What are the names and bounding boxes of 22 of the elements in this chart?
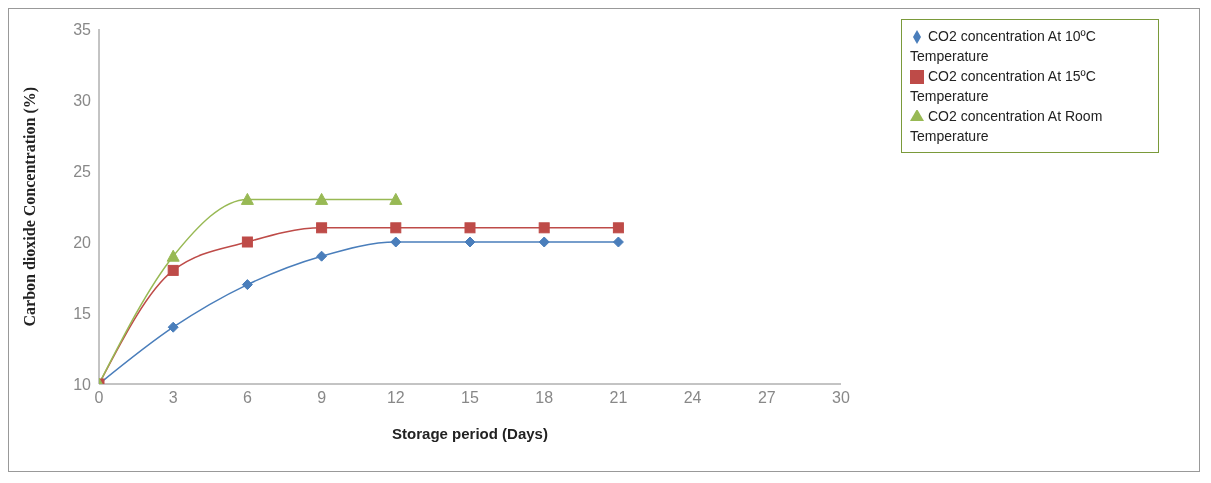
x-tick-label: 9 (317, 389, 327, 407)
y-axis-title: Carbon dioxide Concentration (%) (20, 86, 39, 327)
y-tick-label: 35 (73, 20, 92, 38)
legend-label: CO2 concentration At 10ºC Temperature (910, 28, 1096, 64)
x-tick-label: 18 (535, 389, 554, 407)
x-tick-label: 3 (168, 389, 178, 407)
y-tick-label: 10 (73, 375, 92, 393)
x-axis-title: Storage period (Days) (392, 425, 548, 442)
y-tick-label: 25 (73, 162, 92, 180)
y-tick-label: 20 (73, 233, 92, 251)
x-tick-label: 21 (609, 389, 628, 407)
y-tick-label: 15 (73, 304, 92, 322)
x-tick-label: 30 (832, 389, 850, 407)
x-tick-label: 12 (386, 389, 405, 407)
x-tick-label: 0 (94, 389, 104, 407)
x-tick-label: 24 (683, 389, 702, 407)
x-tick-label: 6 (242, 389, 252, 407)
legend-label: CO2 concentration At Room Temperature (910, 108, 1103, 144)
y-tick-label: 30 (73, 91, 92, 109)
legend-label: CO2 concentration At 15ºC Temperature (910, 68, 1096, 104)
x-tick-label: 15 (461, 389, 479, 407)
x-tick-label: 27 (757, 389, 776, 407)
